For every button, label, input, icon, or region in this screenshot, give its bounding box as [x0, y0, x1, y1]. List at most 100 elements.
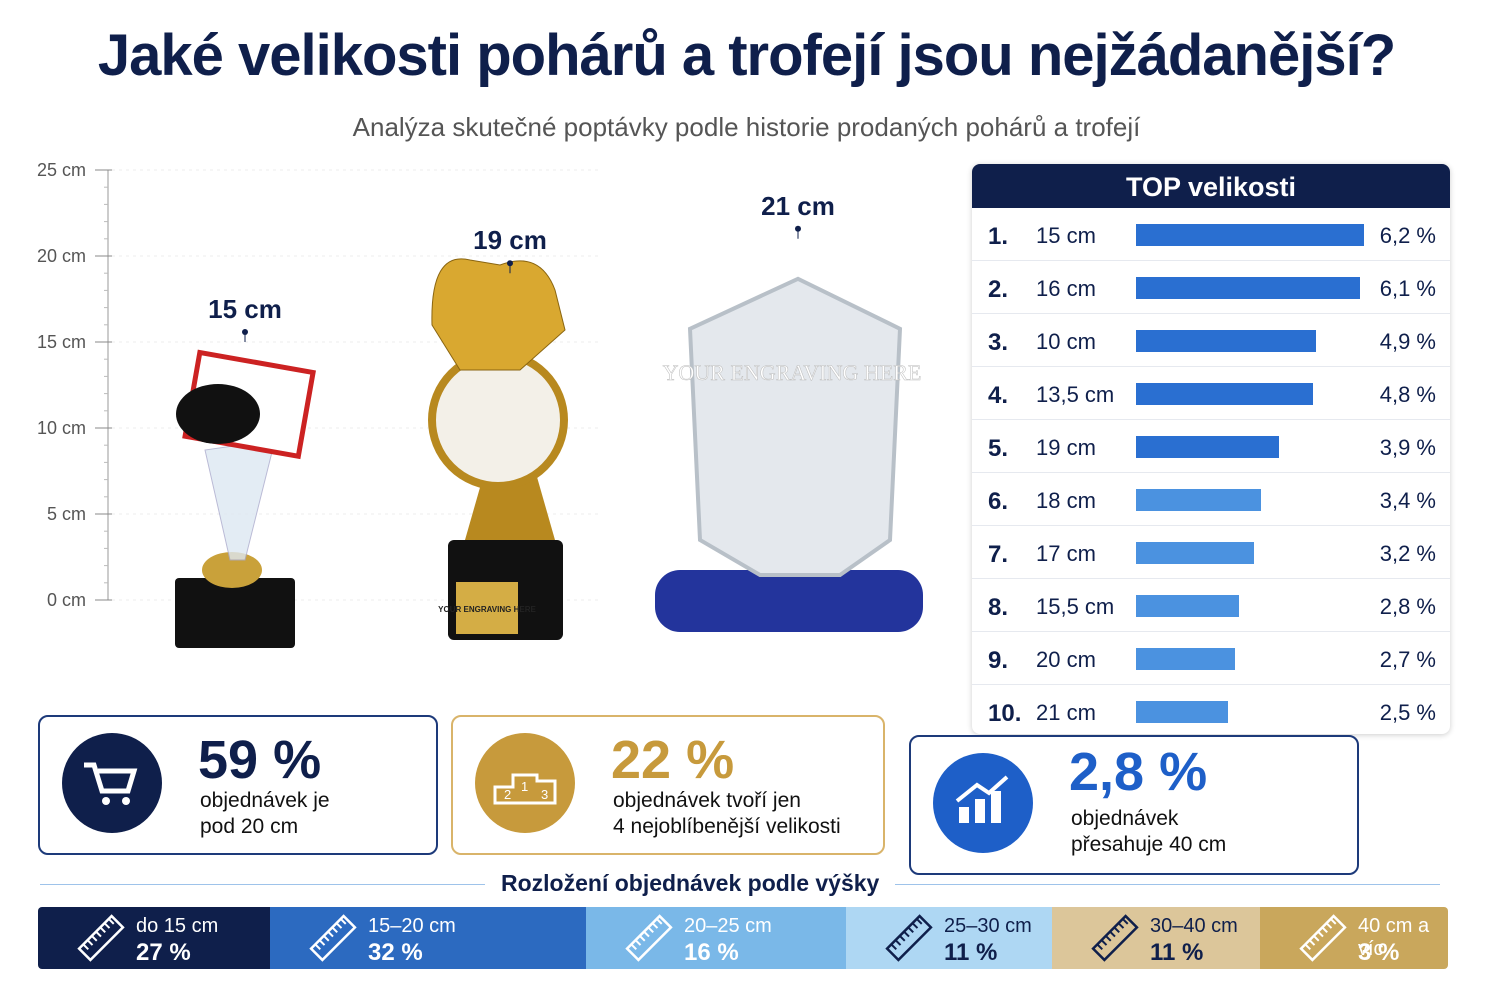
top-bar [1136, 648, 1236, 670]
ruler-icon [309, 914, 357, 962]
trophy: YOUR ENGRAVING HERE 19 cm [428, 225, 568, 640]
tick-label: 15 cm [37, 332, 86, 352]
ruler-icon [885, 914, 933, 962]
share: 3,9 % [1379, 435, 1436, 460]
top-bar [1136, 595, 1239, 617]
size: 19 cm [1036, 435, 1096, 460]
trophy: 15 cm [175, 294, 316, 648]
rank: 5. [988, 435, 1009, 462]
segment: 40 cm a víc 3 % [1260, 907, 1448, 969]
plate [456, 582, 518, 634]
tick-label: 5 cm [47, 504, 86, 524]
stat-card: 59 % objednávek je pod 20 cm [38, 715, 438, 855]
stat-icon: 213 [475, 733, 575, 833]
top-row: 5. 19 cm 3,9 % [972, 420, 1450, 473]
share: 2,5 % [1379, 700, 1436, 725]
segment: 30–40 cm 11 % [1052, 907, 1260, 969]
segment-share: 32 % [368, 939, 423, 966]
svg-text:1: 1 [521, 779, 528, 794]
stat-text: objednávek [1071, 807, 1179, 830]
rank: 4. [988, 382, 1009, 409]
top-bar [1136, 277, 1361, 299]
height-label: 21 cm [761, 191, 835, 221]
glass [687, 276, 903, 577]
rank: 3. [988, 329, 1009, 356]
size: 21 cm [1036, 700, 1096, 725]
segment-share: 16 % [684, 939, 739, 966]
distribution-title: Rozložení objednávek podle výšky [485, 870, 896, 897]
height-label: 19 cm [473, 225, 547, 255]
stat-value: 59 % [198, 730, 322, 790]
ruler-icon [1299, 914, 1347, 962]
height-chart: 0 cm 5 cm 10 cm 15 cm 20 cm 25 cm 15 cm YOUR EN… [37, 160, 923, 648]
share: 4,9 % [1379, 329, 1436, 354]
top-row: 8. 15,5 cm 2,8 % [972, 579, 1450, 632]
size: 15 cm [1036, 223, 1096, 248]
segment-share: 3 % [1358, 939, 1400, 966]
stat-text: objednávek je [200, 789, 330, 812]
share: 4,8 % [1379, 382, 1436, 407]
stat-icon [933, 753, 1033, 853]
rank: 2. [988, 276, 1009, 303]
svg-text:3: 3 [541, 787, 548, 802]
ruler-icon [625, 914, 673, 962]
top-row: 1. 15 cm 6,2 % [972, 208, 1450, 261]
rank: 7. [988, 541, 1009, 568]
segment-share: 11 % [1150, 939, 1204, 966]
share: 6,2 % [1379, 223, 1436, 248]
stat-card: 2,8 % objednávek přesahuje 40 cm [909, 735, 1359, 875]
top-bar [1136, 436, 1280, 458]
segment-range: 40 cm a víc [1358, 915, 1430, 960]
tick-label: 25 cm [37, 160, 86, 180]
top-row: 4. 13,5 cm 4,8 % [972, 367, 1450, 420]
top-row: 10. 21 cm 2,5 % [972, 685, 1450, 734]
base [655, 570, 923, 632]
size: 16 cm [1036, 276, 1096, 301]
subtitle: Analýza skutečné poptávky podle historie… [352, 112, 1141, 142]
dome [202, 552, 262, 588]
ruler-icon [1091, 914, 1139, 962]
stat-text: 4 nejoblíbenější velikosti [613, 815, 841, 838]
segment: 20–25 cm 16 % [586, 907, 846, 969]
share: 6,1 % [1379, 276, 1436, 301]
stat-text: přesahuje 40 cm [1071, 833, 1227, 856]
size: 17 cm [1036, 541, 1096, 566]
base [175, 578, 295, 648]
share: 2,8 % [1379, 594, 1436, 619]
engraving: YOUR ENGRAVING HERE [663, 360, 922, 385]
segment-range: 30–40 cm [1150, 915, 1238, 937]
top-bar [1136, 383, 1313, 405]
tick-label: 20 cm [37, 246, 86, 266]
stat-card: 2 1 3 22 % objednávek tvoří jen 4 nejoblíbeně… [451, 715, 885, 855]
segment: 25–30 cm 11 % [846, 907, 1052, 969]
size: 13,5 cm [1036, 382, 1115, 407]
svg-text:2: 2 [504, 787, 511, 802]
title: Jaké velikosti pohárů a trofejí jsou nej… [97, 23, 1396, 88]
height-marker [507, 260, 513, 267]
top-bar [1136, 542, 1254, 564]
puck [176, 384, 260, 444]
height-label: 15 cm [208, 294, 282, 324]
size: 10 cm [1036, 329, 1096, 354]
segment: 15–20 cm 32 % [270, 907, 586, 969]
top-row: 9. 20 cm 2,7 % [972, 632, 1450, 685]
rank: 8. [988, 594, 1009, 621]
stat-value: 22 % [611, 730, 735, 790]
top-bar [1136, 330, 1317, 352]
ball [428, 350, 568, 490]
gloves [431, 258, 566, 371]
engraving: YOUR ENGRAVING HERE [438, 605, 536, 614]
segment-range: do 15 cm [136, 915, 219, 937]
top-bar [1136, 224, 1364, 246]
share: 2,7 % [1379, 647, 1436, 672]
stat-text: objednávek tvoří jen [613, 789, 801, 812]
stat-text: pod 20 cm [200, 815, 299, 838]
top-title: TOP velikosti [972, 164, 1450, 208]
size: 18 cm [1036, 488, 1096, 513]
rank: 9. [988, 647, 1009, 674]
segment-range: 25–30 cm [944, 915, 1032, 937]
height-marker [795, 225, 801, 232]
rank: 10. [988, 700, 1022, 727]
tick-label: 0 cm [47, 590, 86, 610]
